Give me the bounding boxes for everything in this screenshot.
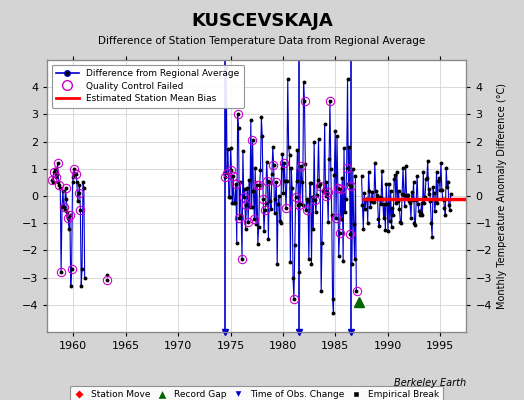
- Y-axis label: Monthly Temperature Anomaly Difference (°C): Monthly Temperature Anomaly Difference (…: [497, 83, 507, 309]
- Text: Difference of Station Temperature Data from Regional Average: Difference of Station Temperature Data f…: [99, 36, 425, 46]
- Text: Berkeley Earth: Berkeley Earth: [394, 378, 466, 388]
- Text: KUSCEVSKAJA: KUSCEVSKAJA: [191, 12, 333, 30]
- Legend: Station Move, Record Gap, Time of Obs. Change, Empirical Break: Station Move, Record Gap, Time of Obs. C…: [70, 386, 443, 400]
